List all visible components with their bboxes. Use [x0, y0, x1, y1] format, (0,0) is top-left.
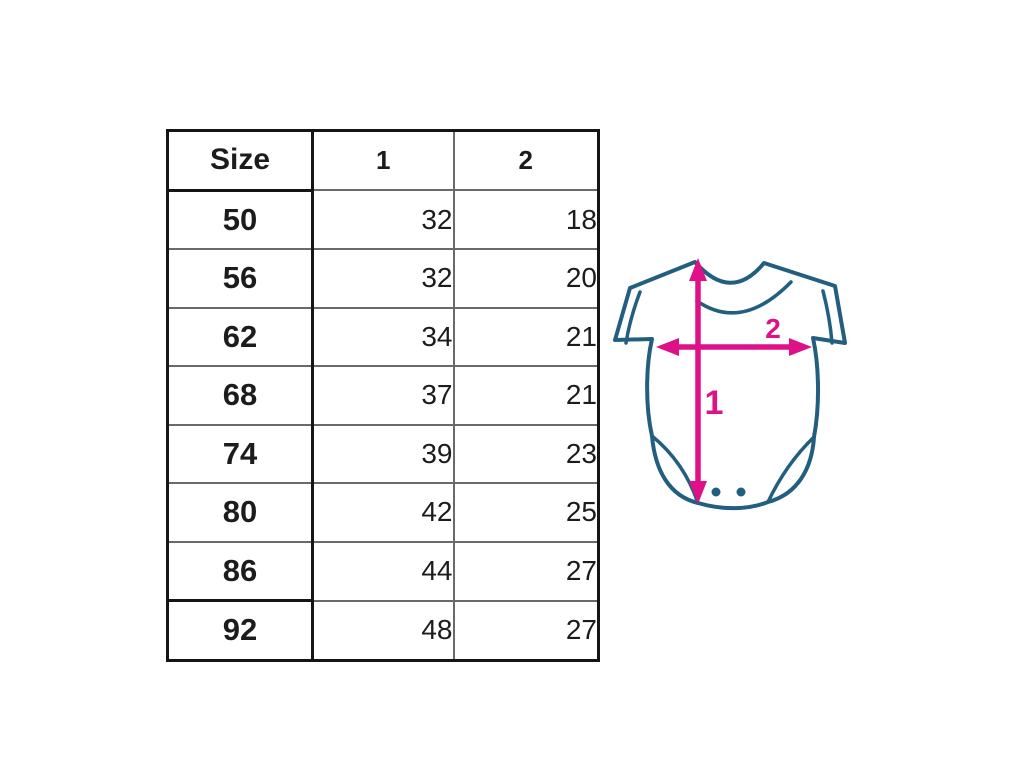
snap-dot-icon: [736, 487, 746, 497]
table-row: 74 39 23: [166, 423, 600, 484]
value-cell-2: 21: [452, 306, 600, 367]
value-cell-2: 25: [452, 482, 600, 543]
value-cell-1: 32: [311, 189, 455, 250]
column-header-size: Size: [166, 129, 314, 192]
size-cell: 80: [166, 482, 314, 543]
value-cell-1: 44: [311, 540, 455, 602]
table-row: 56 32 20: [166, 248, 600, 309]
value-cell-1: 37: [311, 365, 455, 426]
size-cell: 86: [166, 540, 314, 602]
vertical-measure-arrow: [689, 258, 707, 504]
value-cell-1: 32: [311, 248, 455, 309]
size-cell: 50: [166, 189, 314, 250]
table-row: 62 34 21: [166, 306, 600, 367]
table-row: 80 42 25: [166, 482, 600, 543]
table-row: 86 44 27: [166, 540, 600, 602]
value-cell-2: 21: [452, 365, 600, 426]
value-cell-2: 23: [452, 423, 600, 484]
left-cuff-line-icon: [624, 290, 642, 345]
value-cell-1: 39: [311, 423, 455, 484]
horizontal-measure-arrow: [656, 338, 812, 356]
table-row: 50 32 18: [166, 189, 600, 250]
snap-dot-icon: [711, 487, 721, 497]
table-header-row: Size 1 2: [166, 129, 600, 192]
value-cell-2: 18: [452, 189, 600, 250]
size-cell: 68: [166, 365, 314, 426]
value-cell-2: 27: [452, 599, 600, 661]
value-cell-1: 42: [311, 482, 455, 543]
value-cell-2: 27: [452, 540, 600, 602]
size-cell: 74: [166, 423, 314, 484]
table-row: 92 48 27: [166, 599, 600, 661]
table-row: 68 37 21: [166, 365, 600, 426]
collar-line-icon: [695, 280, 793, 315]
size-cell: 56: [166, 248, 314, 309]
size-table: Size 1 2 50 32 18 56 32 20 62 34 21 68: [166, 129, 600, 662]
column-header-2: 2: [452, 129, 600, 191]
size-cell: 92: [166, 599, 314, 661]
size-cell: 62: [166, 306, 314, 367]
right-cuff-line-icon: [821, 289, 834, 345]
measure-label-2: 2: [765, 313, 781, 344]
value-cell-2: 20: [452, 248, 600, 309]
column-header-1: 1: [311, 129, 455, 191]
value-cell-1: 48: [311, 599, 455, 661]
bodysuit-outline-icon: [613, 260, 847, 511]
measure-label-1: 1: [705, 384, 724, 422]
value-cell-1: 34: [311, 306, 455, 367]
right-leg-curve-icon: [766, 435, 816, 504]
bodysuit-diagram: 1 2: [613, 258, 847, 511]
